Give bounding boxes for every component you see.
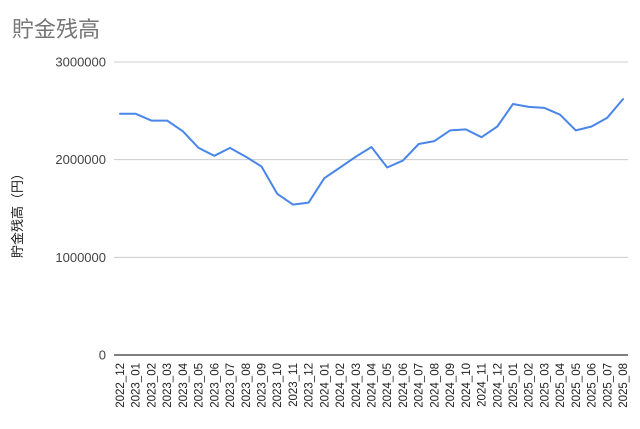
- y-tick-label: 2000000: [55, 152, 106, 167]
- x-tick-label: 2023_10: [272, 363, 284, 408]
- x-axis-ticks: 2022_12 2023_01 2023_02 2023_03 2023_04 2023_…: [115, 362, 630, 407]
- x-tick-label: 2025_02: [524, 363, 536, 408]
- x-tick-label: 2023_05: [194, 363, 206, 408]
- gridlines: [114, 61, 628, 258]
- x-tick-label: 2024_06: [398, 363, 410, 408]
- x-tick-label: 2024_09: [445, 363, 457, 408]
- x-tick-label: 2024_03: [351, 363, 363, 408]
- x-tick-label: 2024_11: [477, 363, 489, 407]
- x-tick-label: 2025_01: [508, 363, 520, 408]
- x-tick-label: 2024_05: [382, 363, 394, 408]
- x-tick-label: 2024_08: [429, 363, 441, 408]
- chart-title: 貯金残高: [12, 18, 101, 43]
- x-tick-label: 2024_02: [335, 363, 347, 408]
- x-tick-label: 2024_01: [319, 363, 331, 408]
- x-tick-label: 2023_03: [162, 363, 174, 408]
- x-tick-label: 2023_07: [225, 363, 237, 408]
- x-tick-label: 2025_08: [618, 363, 630, 408]
- y-axis-ticks: 0 1000000 2000000 3000000: [55, 55, 106, 363]
- x-tick-label: 2023_12: [304, 363, 316, 408]
- x-tick-label: 2025_07: [602, 363, 614, 408]
- x-tick-label: 2023_09: [256, 363, 268, 408]
- y-tick-label: 0: [99, 348, 106, 363]
- x-tick-label: 2024_10: [461, 363, 473, 408]
- x-tick-label: 2024_07: [414, 363, 426, 408]
- y-tick-label: 1000000: [55, 250, 106, 265]
- x-tick-label: 2023_01: [131, 363, 143, 408]
- x-tick-label: 2025_06: [587, 363, 599, 408]
- x-tick-label: 2024_04: [367, 362, 379, 407]
- x-tick-label: 2025_04: [555, 362, 567, 407]
- y-tick-label: 3000000: [55, 55, 106, 70]
- x-tick-label: 2023_04: [178, 362, 190, 407]
- x-tick-label: 2023_02: [146, 363, 158, 408]
- x-tick-label: 2025_03: [539, 363, 551, 408]
- x-tick-label: 2023_08: [241, 363, 253, 408]
- series: [119, 98, 624, 206]
- x-tick-label: 2023_06: [209, 363, 221, 408]
- x-tick-label: 2025_05: [571, 363, 583, 408]
- x-tick-label: 2023_11: [288, 363, 300, 407]
- x-tick-label: 2024_12: [492, 363, 504, 408]
- series-line: [119, 98, 624, 206]
- y-axis-label: 貯金残高（円）: [10, 167, 26, 258]
- x-tick-label: 2022_12: [115, 363, 127, 408]
